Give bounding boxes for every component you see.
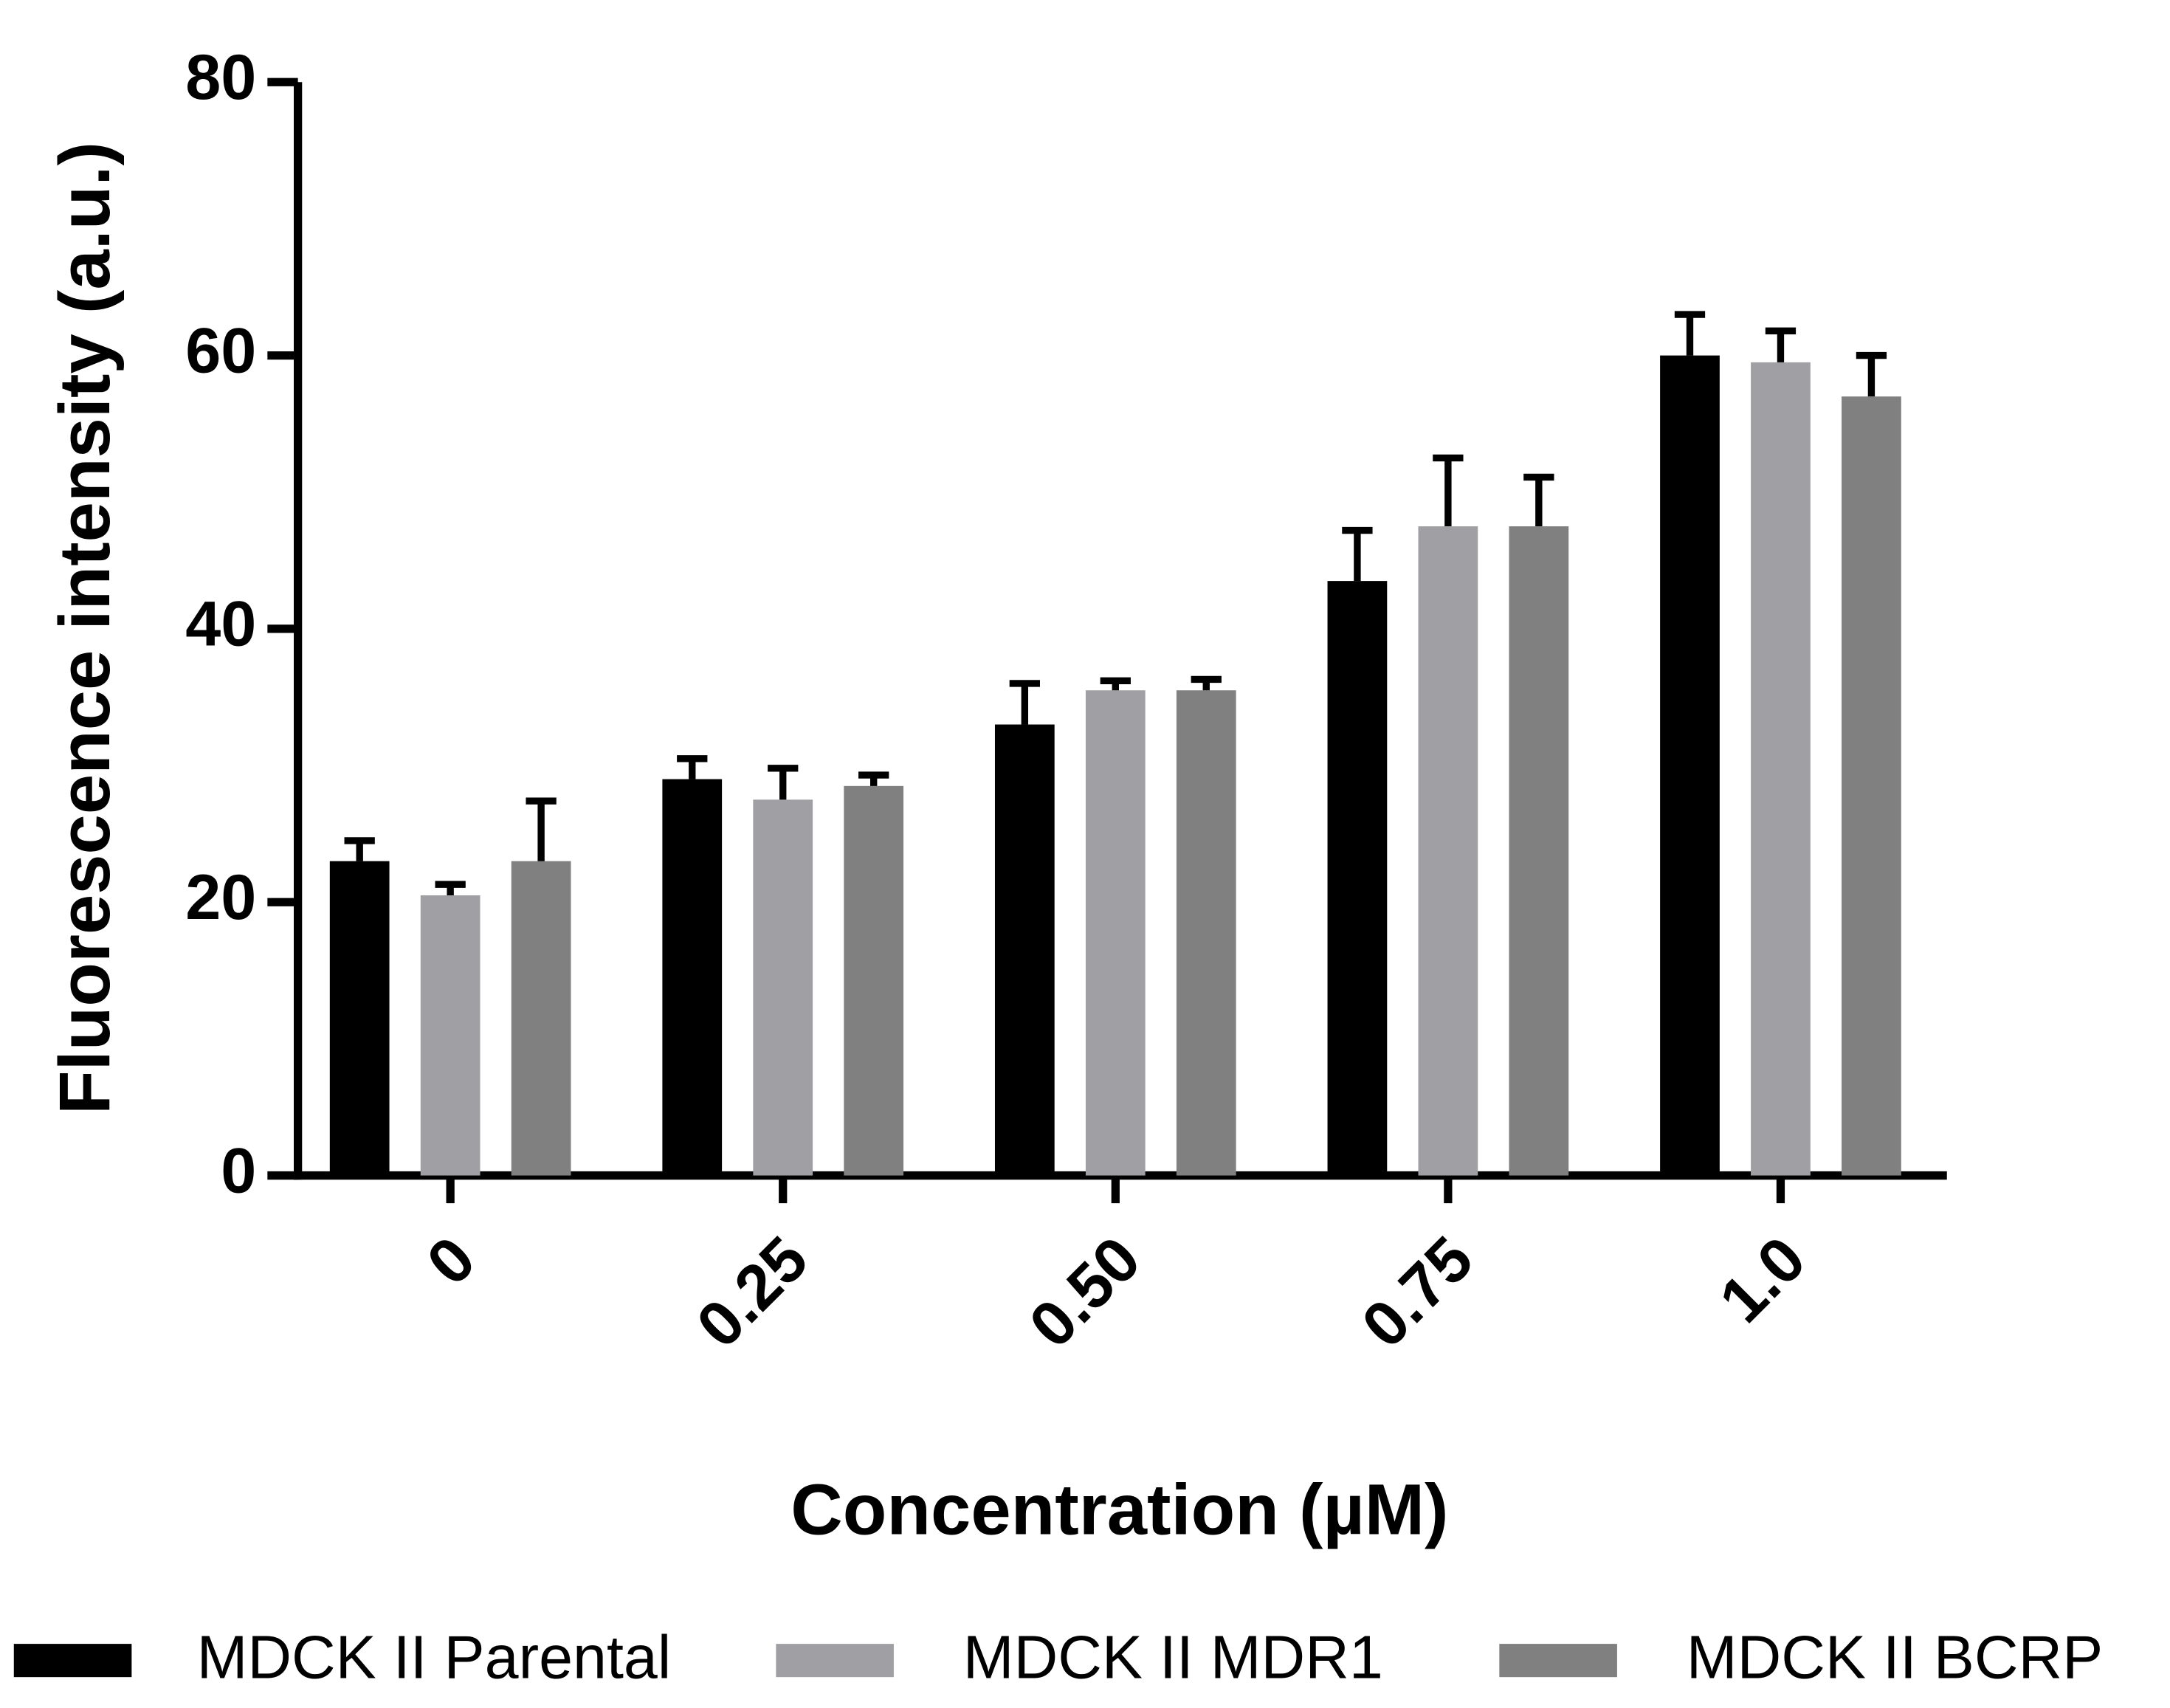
x-axis-title: Concentration (µM)	[790, 1469, 1448, 1549]
x-tick-label: 0.25	[683, 1223, 822, 1361]
bar	[753, 799, 813, 1176]
y-tick-label: 0	[221, 1135, 256, 1206]
legend-swatch	[13, 1644, 132, 1678]
error-bar	[435, 881, 466, 895]
legend-label: MDCK II MDR1	[963, 1622, 1383, 1691]
bar	[1085, 690, 1146, 1176]
y-tick-label: 40	[185, 589, 256, 660]
legend-label: MDCK II Parental	[197, 1622, 672, 1691]
legend-swatch	[776, 1644, 894, 1678]
error-bar	[677, 755, 708, 779]
bar	[1842, 396, 1901, 1176]
x-tick-label: 1.0	[1706, 1223, 1819, 1336]
y-tick-label: 80	[185, 42, 256, 113]
x-tick-label: 0	[413, 1223, 489, 1298]
bar	[1418, 526, 1478, 1176]
y-tick-label: 60	[185, 315, 256, 386]
bar	[420, 895, 480, 1176]
error-bar	[1856, 351, 1887, 397]
bar	[1176, 690, 1236, 1176]
y-tick-label: 20	[185, 862, 256, 933]
bar	[662, 779, 723, 1176]
bar	[1509, 526, 1569, 1176]
x-tick-label: 0.75	[1348, 1223, 1487, 1361]
error-bar	[1100, 677, 1131, 691]
bar	[329, 861, 390, 1176]
error-bar	[526, 797, 557, 861]
bar	[1751, 362, 1811, 1176]
error-bar	[344, 837, 375, 861]
error-bar	[858, 771, 889, 786]
error-bar	[1674, 311, 1706, 356]
error-bar	[1765, 327, 1797, 362]
bar	[1327, 581, 1388, 1176]
bar	[844, 785, 904, 1176]
bar	[1660, 355, 1720, 1176]
error-bar	[768, 765, 799, 800]
legend-label: MDCK II BCRP	[1687, 1622, 2103, 1691]
error-bar	[1523, 473, 1554, 527]
bar	[511, 861, 571, 1176]
error-bar	[1009, 680, 1040, 725]
x-tick-label: 0.50	[1016, 1223, 1154, 1361]
error-bar	[1342, 526, 1373, 582]
y-axis-title: Fluorescence intensity (a.u.)	[44, 142, 125, 1115]
error-bar	[1191, 675, 1222, 691]
bar	[994, 724, 1055, 1176]
error-bar	[1433, 454, 1464, 527]
legend-swatch	[1499, 1644, 1617, 1678]
